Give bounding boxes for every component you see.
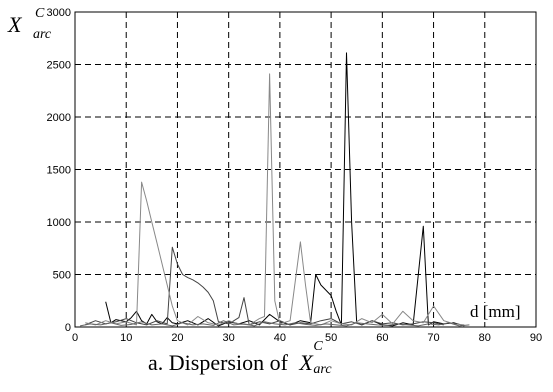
x-tick-label: 30 <box>223 332 235 344</box>
series-line-4 <box>80 320 470 327</box>
y-tick-label: 3000 <box>47 7 71 19</box>
y-tick-label: 2000 <box>47 112 71 124</box>
y-tick-label: 1000 <box>47 217 71 229</box>
figure-caption: a. Dispersion of X C arc <box>148 340 332 377</box>
y-tick-label: 1500 <box>47 165 71 177</box>
caption-text: a. Dispersion of <box>148 350 288 375</box>
plot-frame <box>74 11 537 328</box>
y-tick-label: 2500 <box>47 60 71 72</box>
x-tick-label: 50 <box>325 332 337 344</box>
y-axis-superscript: C <box>35 6 45 21</box>
y-axis-symbol: X <box>8 12 22 37</box>
x-tick-label: 0 <box>72 332 78 344</box>
y-axis-label: X C arc <box>8 7 51 42</box>
x-tick-label: 90 <box>530 332 542 344</box>
caption-symbol: X C arc <box>299 340 331 377</box>
y-tick-label: 500 <box>53 270 71 282</box>
series-line-1 <box>105 52 465 327</box>
caption-superscript: C <box>313 339 323 354</box>
caption-subscript: arc <box>313 362 332 377</box>
x-tick-label: 20 <box>171 332 183 344</box>
y-tick-label: 0 <box>65 322 71 334</box>
x-tick-label: 40 <box>274 332 286 344</box>
x-tick-label: 80 <box>479 332 491 344</box>
x-axis-label: d [mm] <box>468 302 523 322</box>
x-tick-label: 10 <box>120 332 132 344</box>
series-line-3 <box>85 73 465 326</box>
caption-symbol-letter: X <box>299 350 313 375</box>
y-axis-subscript: arc <box>33 27 52 42</box>
x-tick-label: 70 <box>427 332 439 344</box>
x-tick-label: 60 <box>376 332 388 344</box>
